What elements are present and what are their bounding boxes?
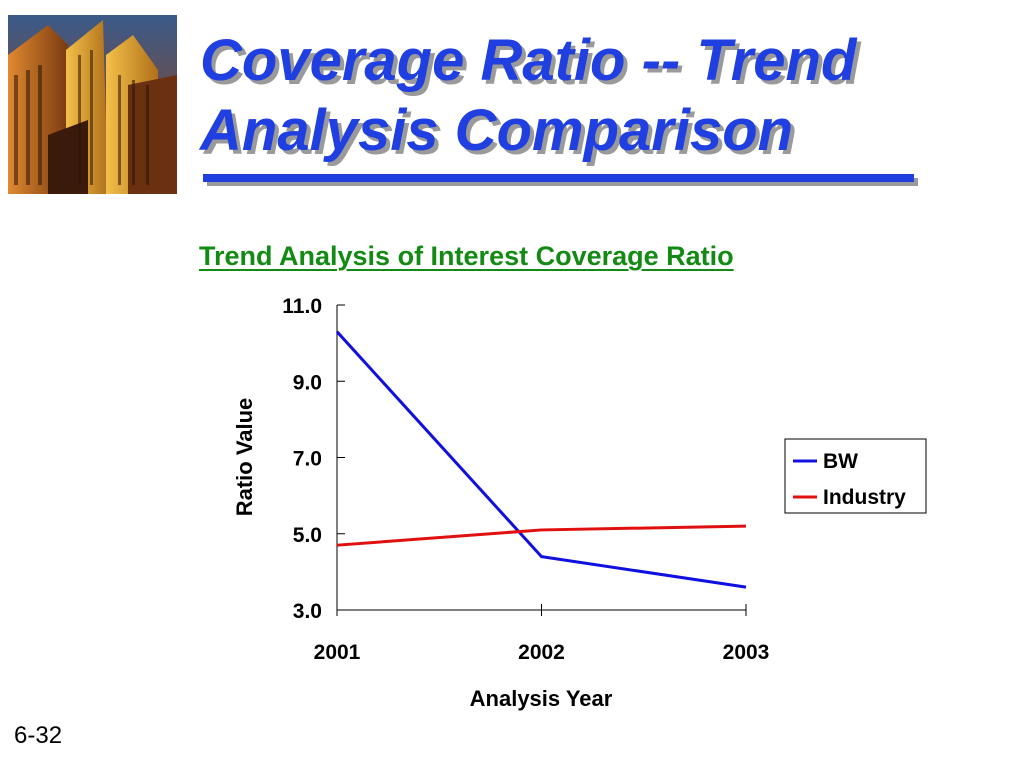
legend-label-bw: BW bbox=[823, 450, 858, 473]
x-tick-label: 2001 bbox=[314, 641, 361, 664]
x-axis-title: Analysis Year bbox=[470, 686, 613, 711]
skyscrapers-image bbox=[8, 15, 177, 194]
title-underline bbox=[203, 174, 914, 182]
chart-title: Trend Analysis of Interest Coverage Rati… bbox=[199, 241, 734, 271]
series-line-industry bbox=[336, 524, 747, 547]
legend-label-industry: Industry bbox=[823, 486, 906, 509]
y-tick-label: 5.0 bbox=[293, 524, 322, 547]
slide-title-line2: Analysis Comparison bbox=[200, 98, 794, 163]
x-tick-label: 2002 bbox=[518, 641, 565, 664]
y-axis-title: Ratio Value bbox=[232, 398, 257, 517]
y-tick-label: 7.0 bbox=[293, 448, 322, 471]
slide-title-line1: Coverage Ratio -- Trend bbox=[200, 28, 857, 93]
y-tick-label: 3.0 bbox=[293, 600, 322, 623]
slide-number: 6-32 bbox=[14, 722, 63, 749]
x-tick-label: 2003 bbox=[723, 641, 770, 664]
legend bbox=[784, 438, 927, 514]
series-line-bw bbox=[335, 330, 747, 589]
slide-title: Coverage Ratio -- Trend Analysis Compari… bbox=[200, 26, 1000, 166]
y-tick-label: 11.0 bbox=[282, 295, 322, 318]
skyscrapers-photo bbox=[8, 15, 177, 194]
y-tick-label: 9.0 bbox=[293, 371, 322, 394]
